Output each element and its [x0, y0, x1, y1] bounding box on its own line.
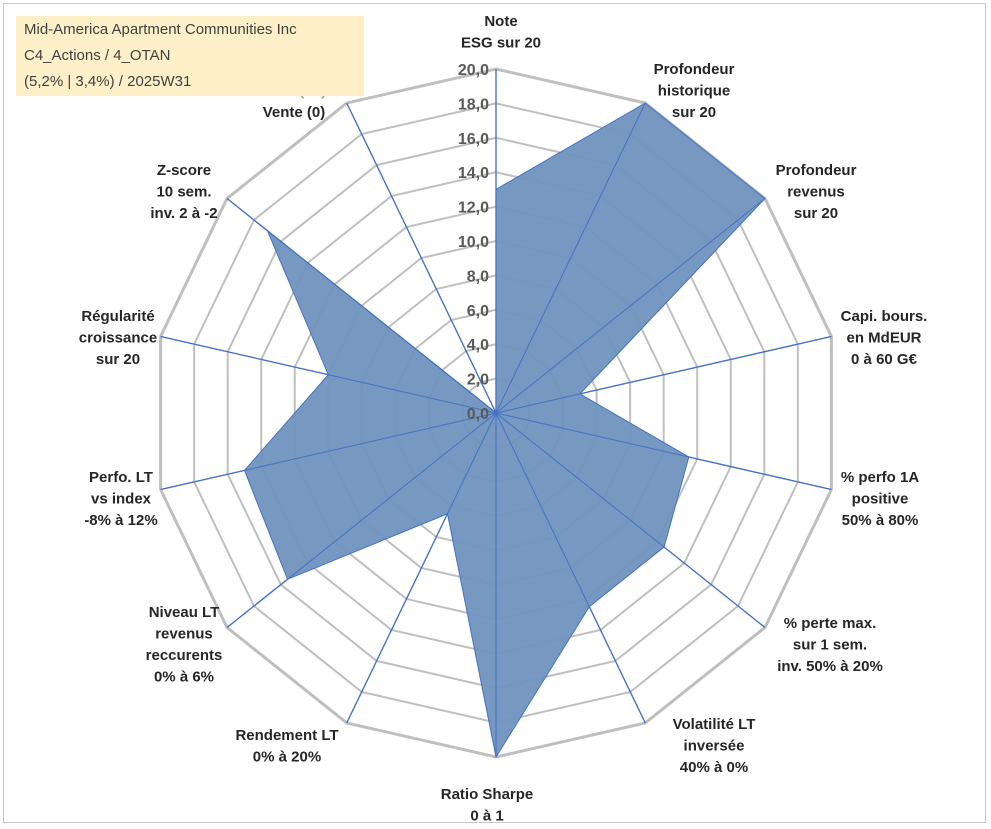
- tick-label: 8,0: [467, 268, 489, 285]
- tick-label: 0,0: [467, 406, 489, 423]
- tick-label: 12,0: [458, 200, 489, 217]
- tick-label: 20,0: [458, 62, 489, 79]
- radar-chart: 0,02,04,06,08,010,012,014,016,018,020,0 …: [79, 13, 928, 824]
- axis-spoke-overlay: [160, 335, 497, 414]
- axis-spoke-overlay: [495, 335, 832, 414]
- axis-label: Profondeur revenus sur 20: [776, 162, 857, 222]
- radar-series: [160, 69, 832, 759]
- tick-label: 14,0: [458, 165, 489, 182]
- axis-label: Capi. bours. en MdEUR 0 à 60 G€: [841, 308, 928, 368]
- axis-label: Perfo. LT vs index -8% à 12%: [84, 469, 157, 529]
- radar-tick-labels: 0,0 2,0 4,0 6,0 8,0 10,0 12,0 14,0 16,0 18,0 20,0: [458, 62, 489, 423]
- axis-spoke-overlay: [160, 412, 497, 491]
- axis-spoke-overlay: [495, 412, 832, 491]
- axis-spoke-overlay: [495, 412, 766, 628]
- tick-label: 18,0: [458, 96, 489, 113]
- tick-label: 10,0: [458, 234, 489, 251]
- axis-spoke-overlay: [346, 412, 497, 724]
- title-category: C4_Actions / 4_OTAN: [24, 47, 171, 64]
- axis-spoke-overlay: [226, 198, 497, 414]
- axis-spoke-overlay: [495, 198, 766, 414]
- tick-label: 2,0: [467, 372, 489, 389]
- axis-label: Ratio Sharpe 0 à 1: [441, 786, 534, 824]
- axis-label: Rendement LT 0% à 20%: [235, 727, 338, 766]
- tick-label: 4,0: [467, 337, 489, 354]
- axis-label: Niveau LT revenus reccurents 0% à 6%: [146, 604, 223, 686]
- title-performance: (5,2% | 3,4%) / 2025W31: [24, 73, 192, 90]
- title-company: Mid-America Apartment Communities Inc: [24, 21, 297, 38]
- chart-frame: 0,0 2,0 4,0 6,0 8,0 10,0 12,0 14,0 16,0 18,0 20,0 …: [3, 3, 986, 824]
- axis-label: % perfo 1A positive 50% à 80%: [841, 469, 920, 529]
- axis-spoke-overlay: [495, 412, 646, 724]
- tick-label: 16,0: [458, 131, 489, 148]
- title-box: Mid-America Apartment Communities Inc C4…: [16, 16, 364, 96]
- axis-label: Volatilité LT inversée 40% à 0%: [673, 716, 756, 776]
- radar-axis-labels: Note ESG sur 20 Profondeur historique sur 20…: [79, 13, 928, 824]
- axis-label: Régularité croissance sur 20: [79, 308, 157, 368]
- axis-spoke-overlay: [226, 412, 497, 628]
- axis-spoke-overlay: [495, 102, 646, 414]
- axis-spoke-overlay: [346, 102, 497, 414]
- axis-label: % perte max. sur 1 sem. inv. 50% à 20%: [777, 615, 883, 675]
- axis-label: Note ESG sur 20: [461, 13, 541, 52]
- axis-label: Profondeur historique sur 20: [654, 61, 735, 121]
- tick-label: 6,0: [467, 303, 489, 320]
- axis-label: Z-score 10 sem. inv. 2 à -2: [150, 162, 217, 222]
